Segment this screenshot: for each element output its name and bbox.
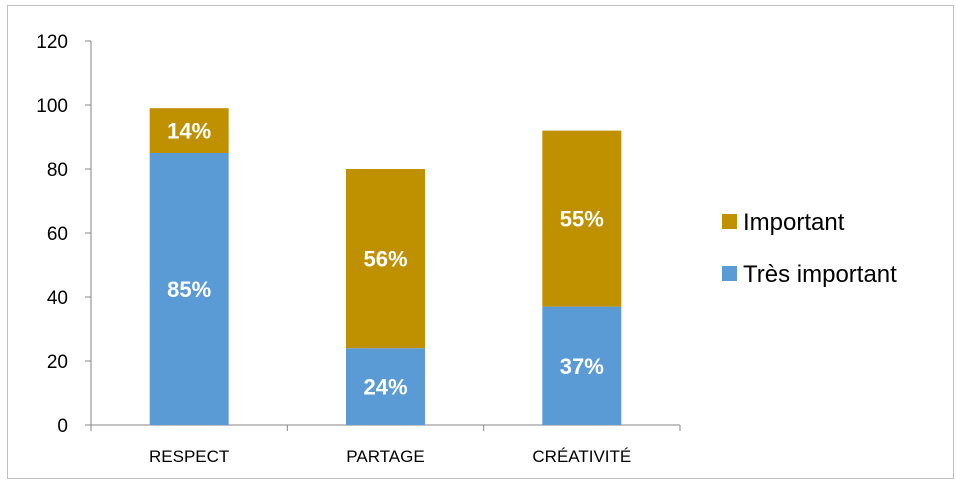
- legend-swatch: [722, 214, 737, 229]
- bar-respect-series-0: [149, 153, 229, 425]
- legend-swatch: [722, 266, 737, 281]
- bar-crativit-series-1: [542, 130, 622, 307]
- data-label: 55%: [560, 207, 604, 232]
- data-label: 85%: [167, 277, 211, 302]
- x-category-label: RESPECT: [149, 447, 229, 466]
- bar-partage-series-1: [346, 169, 425, 349]
- bar-partage-series-0: [346, 348, 425, 425]
- y-tick-label: 120: [36, 32, 68, 53]
- x-category-label: PARTAGE: [346, 447, 424, 466]
- y-tick-label: 20: [47, 352, 68, 373]
- y-tick-label: 80: [47, 160, 68, 181]
- data-label: 24%: [363, 375, 407, 400]
- bar-crativit-series-0: [542, 306, 622, 425]
- data-label: 14%: [167, 119, 211, 144]
- legend-label: Important: [743, 209, 845, 236]
- data-label: 37%: [560, 354, 604, 379]
- y-tick-label: 40: [47, 288, 68, 309]
- bar-respect-series-1: [149, 108, 229, 153]
- legend-label: Très important: [743, 261, 897, 288]
- x-category-label: CRÉATIVITÉ: [532, 447, 631, 466]
- y-tick-label: 60: [47, 224, 68, 245]
- data-label: 56%: [363, 247, 407, 272]
- y-tick-label: 0: [57, 416, 68, 437]
- y-tick-label: 100: [36, 96, 68, 117]
